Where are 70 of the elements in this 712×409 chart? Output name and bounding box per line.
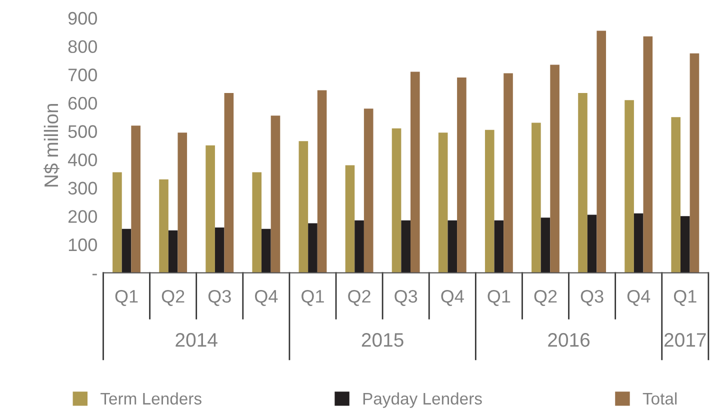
bar (410, 72, 420, 273)
x-tick-label: Q3 (208, 290, 231, 306)
x-tick-label: Q1 (674, 290, 696, 306)
bar (401, 220, 410, 273)
bar (596, 30, 606, 273)
x-tick-label: Q2 (534, 290, 557, 306)
text: 2015 (362, 333, 404, 347)
legend-label: Payday Lenders (363, 392, 482, 408)
bar (643, 36, 653, 273)
y-tick-label: - (92, 274, 97, 276)
x-tick-label: Q3 (580, 290, 604, 306)
bar (224, 93, 234, 273)
bar (540, 218, 550, 273)
x-tick-label: Q4 (441, 290, 464, 306)
x-tick-label: Q2 (162, 290, 184, 306)
x-tick-label: Q3 (394, 290, 418, 306)
bar (252, 172, 262, 273)
y-tick-label: 300 (68, 182, 97, 195)
bar (438, 132, 448, 273)
y-tick-label: 500 (68, 125, 97, 138)
bar (504, 73, 513, 273)
x-tick-label: Q1 (115, 290, 138, 306)
x-tick-label: Q4 (627, 290, 650, 306)
text: 2017 (664, 333, 706, 347)
bar (624, 100, 634, 273)
bar (578, 93, 588, 273)
bar (206, 145, 215, 273)
bar (634, 213, 644, 273)
bar (484, 130, 494, 273)
text: 2014 (176, 333, 218, 347)
y-tick-label: 100 (68, 238, 97, 252)
bar (448, 220, 458, 273)
text: 2016 (548, 333, 590, 347)
y-axis-title: N$ million (44, 104, 60, 186)
y-tick-label: 900 (68, 12, 97, 25)
bar (690, 53, 700, 273)
bar (671, 117, 681, 273)
bar (587, 214, 597, 273)
bar (457, 77, 466, 273)
y-tick-label: 800 (68, 40, 97, 54)
bar (494, 220, 504, 273)
bar (680, 216, 690, 273)
y-tick-label: 600 (68, 96, 97, 110)
legend-label: Total (642, 392, 677, 405)
y-tick-label: 400 (68, 153, 97, 166)
x-tick-label: Q2 (348, 290, 370, 306)
bar (345, 165, 355, 273)
y-tick-label: 700 (68, 68, 97, 82)
bar (262, 228, 271, 273)
bar (308, 223, 318, 273)
bar (317, 90, 327, 273)
bar (270, 116, 280, 273)
x-tick-label: Q1 (488, 290, 510, 306)
bar (159, 179, 168, 273)
bar (550, 64, 560, 273)
legend-label: Term Lenders (100, 392, 202, 405)
bar (364, 108, 374, 273)
bar (168, 230, 178, 273)
bar (178, 132, 188, 273)
bar (532, 122, 541, 273)
x-tick-label: Q1 (302, 290, 324, 306)
bar (131, 126, 140, 273)
y-tick-label: 200 (68, 210, 97, 223)
bar (392, 128, 402, 273)
bar (354, 220, 364, 273)
bar (122, 228, 132, 273)
bar (112, 172, 122, 273)
bar (298, 141, 308, 273)
bar (214, 228, 224, 273)
x-tick-label: Q4 (254, 290, 278, 306)
